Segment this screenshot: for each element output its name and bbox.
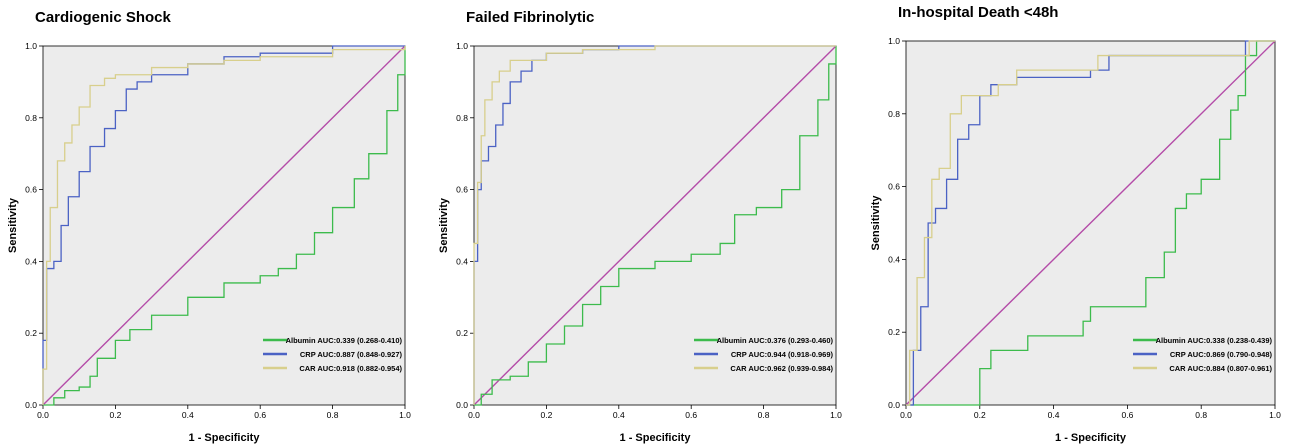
y-tick-label: 0.4 <box>456 256 468 266</box>
x-tick-label: 0.6 <box>1121 410 1133 420</box>
roc-curve-1 <box>474 46 837 406</box>
roc-curve-1 <box>43 46 406 406</box>
roc-curve-1 <box>906 40 1275 406</box>
x-tick-label: 0.4 <box>182 410 194 420</box>
y-tick-label: 0.0 <box>25 400 37 410</box>
x-tick-label: 1.0 <box>830 410 842 420</box>
roc-curve-3 <box>906 40 1275 406</box>
x-tick-label: 0.2 <box>974 410 986 420</box>
x-axis-label: 1 - Specificity <box>1055 432 1127 444</box>
panel-2: Failed Fibrinolytic 0.0 0.2 0.4 0.6 0.8 1.0 0.0… <box>438 9 842 444</box>
panel-3: In-hospital Death <48h 0.0 0.2 0.4 0.6 0.8 1.0… <box>870 4 1281 444</box>
x-tick-label: 1.0 <box>1269 410 1281 420</box>
y-tick-label: 0.8 <box>888 109 900 119</box>
y-tick-label: 0.6 <box>25 185 37 195</box>
reference-line <box>905 40 1276 406</box>
y-tick-label: 0.0 <box>456 400 468 410</box>
x-axis-label: 1 - Specificity <box>620 432 692 444</box>
y-tick-label: 1.0 <box>25 41 37 51</box>
roc-curve-3 <box>473 45 836 405</box>
x-tick-label: 0.6 <box>685 410 697 420</box>
legend-label: Albumin AUC:0.376 (0.293-0.460) <box>717 336 834 345</box>
reference-line <box>42 45 406 406</box>
legend-label: CRP AUC:0.869 (0.790-0.948) <box>1170 350 1273 359</box>
y-tick-label: 1.0 <box>456 41 468 51</box>
panel-title: Cardiogenic Shock <box>35 9 172 26</box>
x-tick-label: 0.0 <box>37 410 49 420</box>
x-tick-label: 1.0 <box>399 410 411 420</box>
x-tick-label: 0.2 <box>540 410 552 420</box>
x-tick-label: 0.8 <box>1195 410 1207 420</box>
roc-curve-3 <box>42 46 406 405</box>
y-tick-label: 0.2 <box>25 328 37 338</box>
roc-curve-2 <box>42 45 405 405</box>
y-tick-label: 0.6 <box>888 182 900 192</box>
y-tick-label: 0.8 <box>25 113 37 123</box>
roc-curve-2 <box>906 40 1275 406</box>
y-axis-label: Sensitivity <box>7 197 19 253</box>
y-axis-label: Sensitivity <box>438 197 450 253</box>
x-tick-label: 0.0 <box>900 410 912 420</box>
legend-label: Albumin AUC:0.339 (0.268-0.410) <box>286 336 403 345</box>
legend-label: CRP AUC:0.887 (0.848-0.927) <box>300 350 403 359</box>
y-tick-label: 0.6 <box>456 185 468 195</box>
panel-title: Failed Fibrinolytic <box>466 9 594 26</box>
x-tick-label: 0.4 <box>1048 410 1060 420</box>
y-tick-label: 0.2 <box>888 327 900 337</box>
legend-label: CAR AUC:0.962 (0.939-0.984) <box>730 364 833 373</box>
x-tick-label: 0.0 <box>468 410 480 420</box>
x-tick-label: 0.4 <box>613 410 625 420</box>
reference-line <box>473 45 837 406</box>
y-tick-label: 0.8 <box>456 113 468 123</box>
legend-label: CRP AUC:0.944 (0.918-0.969) <box>731 350 834 359</box>
y-tick-label: 0.2 <box>456 328 468 338</box>
x-tick-label: 0.2 <box>109 410 121 420</box>
y-tick-label: 0.4 <box>888 254 900 264</box>
x-tick-label: 0.6 <box>254 410 266 420</box>
y-tick-label: 1.0 <box>888 36 900 46</box>
legend-label: Albumin AUC:0.338 (0.238-0.439) <box>1156 336 1273 345</box>
y-axis-label: Sensitivity <box>870 195 882 251</box>
legend-label: CAR AUC:0.884 (0.807-0.961) <box>1169 364 1272 373</box>
y-tick-label: 0.0 <box>888 400 900 410</box>
x-axis-label: 1 - Specificity <box>189 432 261 444</box>
y-tick-label: 0.4 <box>25 256 37 266</box>
x-tick-label: 0.8 <box>327 410 339 420</box>
legend-label: CAR AUC:0.918 (0.882-0.954) <box>299 364 402 373</box>
panel-1: Cardiogenic Shock 0.0 0.2 0.4 0.6 0.8 1.0 0.0 0.… <box>7 9 411 444</box>
x-tick-label: 0.8 <box>758 410 770 420</box>
panel-title: In-hospital Death <48h <box>898 4 1058 21</box>
